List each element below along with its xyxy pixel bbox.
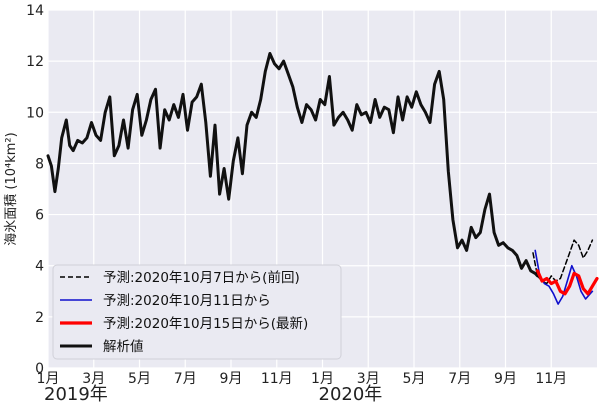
series-line — [46, 52, 539, 278]
y-tick-label: 4 — [35, 259, 44, 275]
y-tick-label: 12 — [26, 54, 44, 70]
y-tick-labels: 0 2 4 6 8 10 12 14 — [26, 3, 44, 377]
x-tick-label: 7月 — [174, 371, 197, 387]
x-tick-label: 7月 — [448, 371, 471, 387]
y-axis-label: 海氷面積 (10⁴km²) — [4, 132, 19, 245]
x-tick-label: 3月 — [82, 371, 105, 387]
legend-label: 予測:2020年10月7日から(前回) — [103, 269, 300, 286]
series-line — [535, 269, 599, 296]
y-tick-label: 2 — [35, 310, 44, 326]
x-tick-label: 1月 — [311, 371, 334, 387]
y-tick-label: 10 — [26, 105, 44, 121]
legend: 予測:2020年10月7日から(前回) 予測:2020年10月11日から予測:20… — [52, 264, 342, 360]
y-tick-label: 8 — [35, 156, 44, 172]
series-layer — [46, 52, 599, 305]
x-tick-label: 9月 — [220, 371, 243, 387]
x-tick-labels: 1月 3月 5月 7月 9月 11月 1月 3月 5月 7月 9月 11月 — [37, 371, 568, 387]
y-tick-label: 14 — [26, 3, 44, 19]
x-tick-label: 11月 — [261, 371, 293, 387]
legend-label: 解析値 — [103, 339, 144, 355]
x-tick-label: 9月 — [494, 371, 517, 387]
x-tick-label: 5月 — [128, 371, 151, 387]
year-label: 2019年 — [44, 384, 108, 405]
legend-label: 予測:2020年10月15日から(最新) — [103, 316, 308, 332]
x-tick-label: 3月 — [357, 371, 380, 387]
legend-box — [52, 264, 342, 360]
year-label: 2020年 — [319, 384, 383, 405]
series-line — [534, 249, 594, 305]
x-tick-label: 1月 — [37, 371, 60, 387]
x-tick-label: 5月 — [403, 371, 426, 387]
legend-label: 予測:2020年10月11日から — [103, 293, 271, 309]
y-tick-label: 0 — [35, 361, 44, 377]
x-tick-label: 11月 — [535, 371, 567, 387]
y-tick-label: 6 — [35, 208, 44, 224]
year-labels: 2019年 2020年 — [44, 384, 382, 405]
